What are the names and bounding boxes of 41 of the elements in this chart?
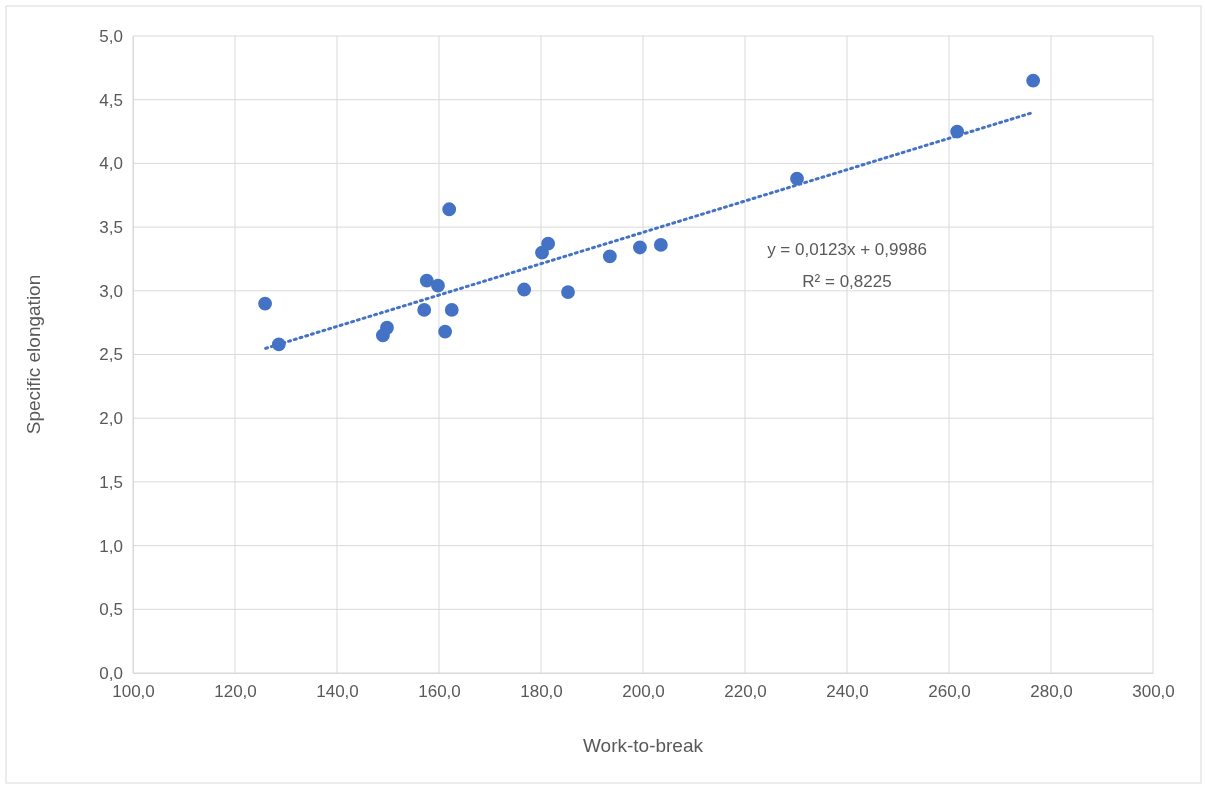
x-tick-label: 260,0 [928, 682, 971, 702]
annotation: y = 0,0123x + 0,9986 [767, 240, 927, 259]
point [633, 240, 647, 255]
point [431, 278, 445, 293]
y-tick-label: 5,0 [99, 26, 123, 46]
point [1026, 73, 1041, 88]
y-tick-label: 3,5 [99, 218, 123, 238]
x-tick-label: 160,0 [418, 682, 461, 702]
y-tick-label: 0,5 [99, 600, 123, 620]
x-tick-label: 120,0 [214, 682, 257, 702]
y-tick-label: 1,0 [99, 536, 123, 556]
y-axis-title: Specific elongation [23, 274, 44, 435]
x-tick-label: 280,0 [1030, 682, 1073, 702]
point [419, 273, 434, 288]
point [561, 285, 575, 299]
point [258, 296, 272, 311]
point [442, 202, 457, 217]
x-tick-label: 180,0 [520, 682, 563, 702]
y-tick-label: 3,0 [99, 281, 123, 301]
x-tick-label: 240,0 [826, 682, 869, 702]
y-tick-label: 4,5 [99, 90, 123, 110]
point [602, 249, 617, 264]
point [444, 303, 459, 317]
y-tick-label: 4,0 [99, 154, 123, 174]
point [653, 238, 668, 252]
y-tick-label: 2,5 [99, 345, 123, 365]
point [438, 324, 453, 339]
x-tick-label: 100,0 [112, 682, 155, 702]
point [417, 303, 432, 317]
y-tick-label: 0,0 [99, 663, 123, 683]
x-tick-label: 220,0 [724, 682, 767, 702]
point [380, 320, 394, 335]
x-tick-label: 300,0 [1132, 682, 1175, 702]
y-tick-label: 2,0 [99, 409, 123, 429]
x-tick-label: 140,0 [316, 682, 359, 702]
annotation: R² = 0,8225 [802, 272, 892, 291]
x-tick-label: 200,0 [622, 682, 665, 702]
point [517, 282, 532, 297]
y-tick-label: 1,5 [99, 472, 123, 492]
x-axis-title: Work-to-break [582, 735, 704, 756]
point [541, 236, 556, 251]
